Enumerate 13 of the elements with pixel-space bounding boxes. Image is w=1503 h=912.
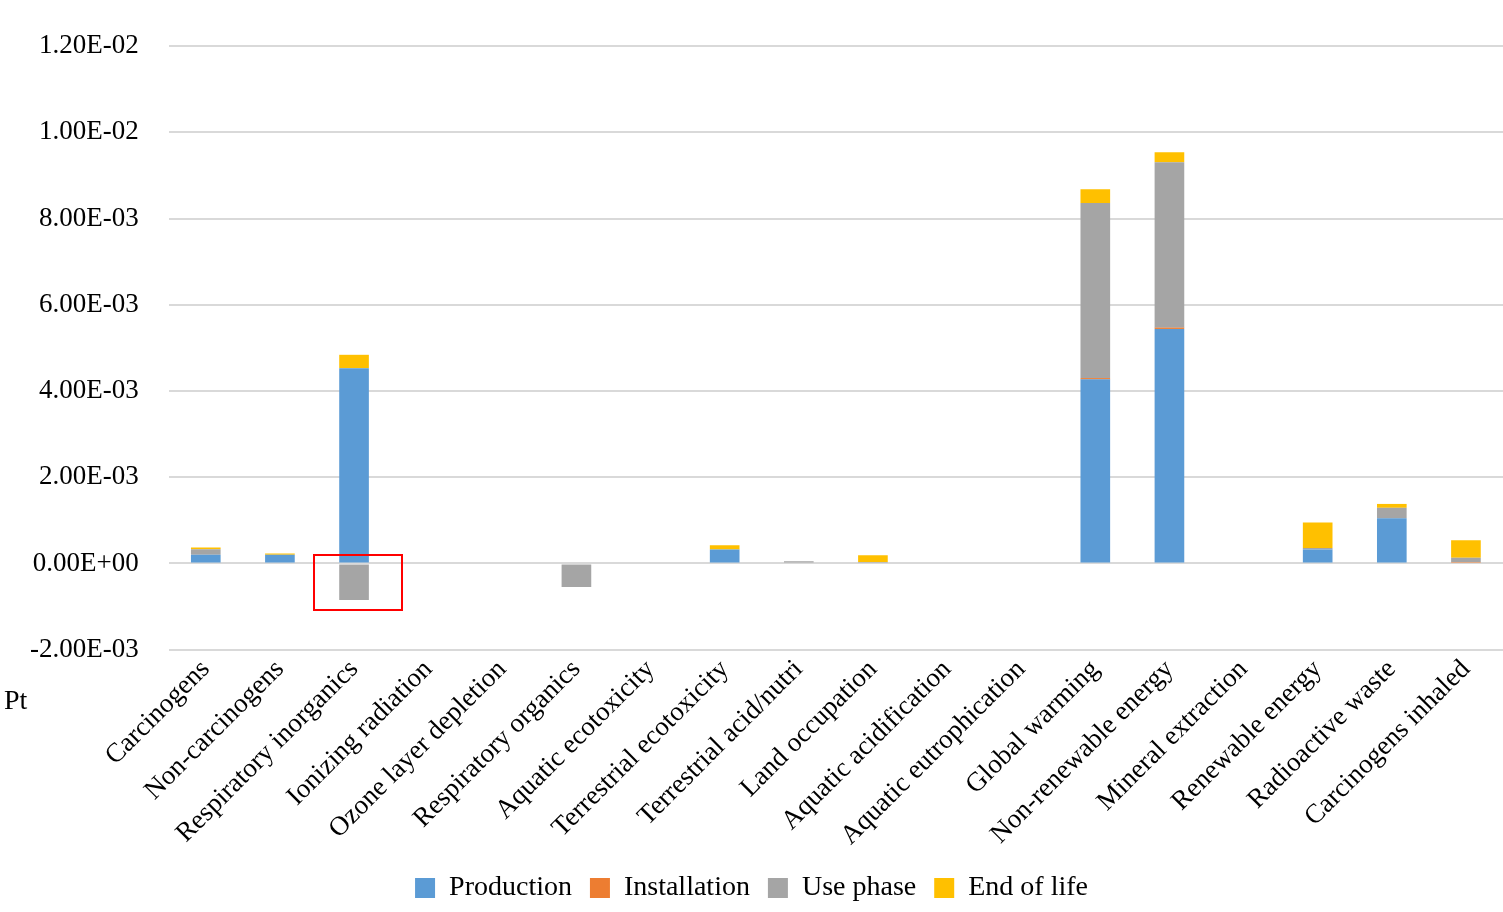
y-axis-title: Pt — [4, 683, 28, 715]
y-tick-label: 1.00E-02 — [38, 115, 139, 146]
legend-label: End of life — [968, 870, 1088, 902]
y-tick-label: 1.20E-02 — [38, 29, 139, 60]
y-tick-label: 0.00E+00 — [32, 546, 139, 577]
y-tick-label: 8.00E-03 — [38, 201, 139, 232]
legend-label: Production — [449, 870, 572, 902]
y-tick-label: 6.00E-03 — [38, 287, 139, 318]
y-tick-label: 4.00E-03 — [38, 374, 139, 405]
y-tick-label: -2.00E-03 — [29, 632, 139, 663]
y-tick-label: 2.00E-03 — [38, 460, 139, 491]
legend-label: Installation — [623, 870, 750, 902]
legend-label: Use phase — [801, 870, 917, 902]
